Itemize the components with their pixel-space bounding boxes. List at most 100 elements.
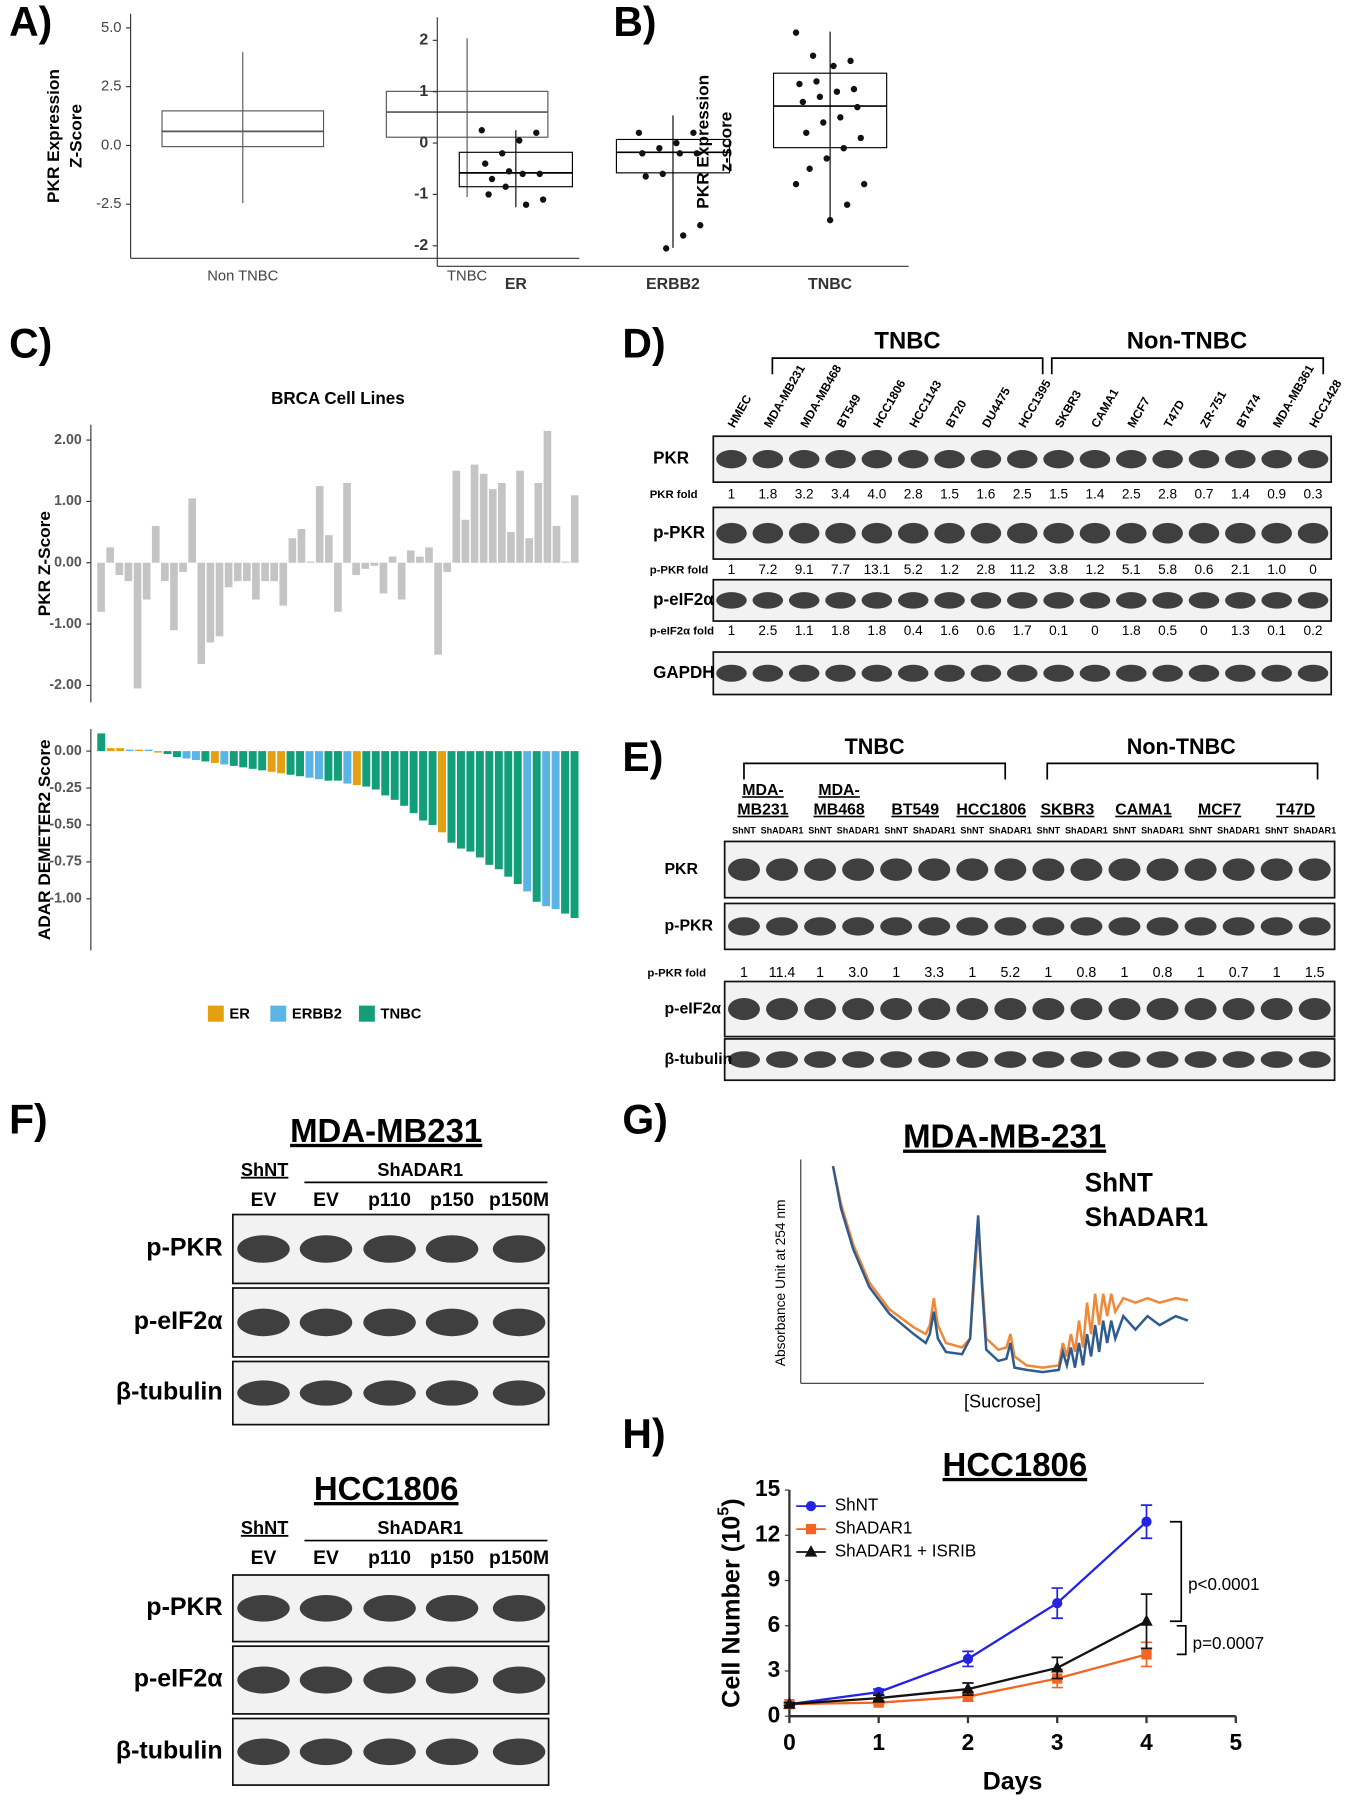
data-point (539, 196, 547, 203)
blot-band (1184, 858, 1217, 881)
bar (443, 562, 452, 572)
group-label: ShNT (241, 1159, 288, 1180)
x-tick-label: 2 (962, 1729, 975, 1755)
blot-band (1032, 998, 1065, 1021)
fold-value: 1.8 (758, 486, 777, 501)
bar (434, 562, 442, 655)
blot-band (1225, 592, 1256, 609)
data-point (857, 134, 864, 142)
fold-value: 1.0 (1267, 562, 1286, 577)
bar (163, 751, 172, 755)
y-tick-label: -2.5 (96, 196, 121, 212)
fold-value: 0.6 (1195, 562, 1214, 577)
fold-value: 1 (1273, 965, 1281, 981)
blot-band (727, 1051, 760, 1068)
data-point (693, 150, 701, 157)
fold-value: 2.1 (1231, 562, 1250, 577)
fold-value: 1.2 (1085, 562, 1104, 577)
lane-label: BT549 (834, 391, 864, 430)
blot-band (1079, 450, 1111, 469)
cell-line-label: MDA- (818, 782, 859, 799)
fold-label: p-PKR fold (647, 967, 706, 979)
blot-band (1108, 917, 1141, 936)
lane-label: p110 (368, 1189, 411, 1211)
bar (124, 562, 133, 582)
y-axis-label: Absorbance Unit at 254 nm (773, 1199, 788, 1366)
y-tick-label: 1.00 (54, 493, 82, 509)
lane-label: ShNT (884, 825, 908, 835)
row-label: PKR (653, 449, 689, 468)
bar (315, 751, 323, 780)
group-label: ShADAR1 (377, 1517, 463, 1538)
data-point (833, 88, 841, 95)
row-label: β-tubulin (116, 1736, 223, 1764)
cell-line-label: SKBR3 (1040, 802, 1094, 819)
blot-band (880, 917, 913, 936)
y-axis-label: z-score (717, 112, 736, 172)
x-tick-label: 4 (1140, 1729, 1153, 1755)
data-point (850, 85, 858, 93)
blot-band (1261, 664, 1292, 682)
blot-band (1152, 592, 1183, 609)
blot-band (1152, 450, 1183, 469)
row-label: p-PKR (146, 1234, 222, 1262)
blot-band (752, 522, 784, 544)
row-label: p-eIF2α (134, 1665, 223, 1693)
fold-value: 0.8 (1153, 965, 1173, 981)
group-label: ShADAR1 (377, 1159, 463, 1180)
panel-letter: H) (622, 1411, 665, 1457)
lane-label: CAMA1 (1088, 386, 1121, 430)
fold-value: 7.2 (758, 562, 777, 577)
bar (305, 751, 314, 778)
bar (352, 562, 360, 575)
bar (409, 751, 418, 814)
lane-label: ShNT (808, 825, 832, 835)
bar (258, 751, 267, 771)
fold-value: 1.5 (1305, 965, 1325, 981)
fold-value: 1 (728, 562, 736, 577)
blot-band (842, 858, 875, 881)
blot-band (1222, 917, 1255, 936)
data-point (796, 80, 803, 88)
bar (116, 748, 125, 752)
data-point (499, 150, 506, 157)
fold-label: p-eIF2α fold (650, 625, 714, 637)
fold-value: 4.0 (867, 486, 886, 501)
bar (343, 751, 352, 784)
blot-band (1225, 450, 1256, 469)
lane-label: ShADAR1 (837, 825, 880, 835)
panel-letter: C) (9, 320, 52, 366)
data-point (803, 129, 810, 136)
fold-value: 1 (892, 965, 900, 981)
series-line (831, 1165, 1189, 1369)
blot-band (716, 522, 747, 544)
data-point (823, 155, 830, 162)
bar (106, 547, 115, 563)
y-tick-label: -0.75 (49, 854, 81, 870)
blot-band (1261, 592, 1292, 609)
box (458, 151, 573, 188)
lane-label: p150M (489, 1547, 549, 1569)
lane-label: ShNT (960, 825, 984, 835)
marker (962, 1691, 974, 1702)
blot-band (1043, 592, 1074, 609)
bar (570, 495, 579, 563)
data-point (837, 114, 844, 121)
data-point (659, 170, 666, 178)
blot-band (1222, 858, 1255, 881)
data-point (854, 103, 861, 111)
blot-band (1108, 858, 1141, 881)
data-point (792, 29, 800, 36)
blot-band (425, 1380, 479, 1406)
x-tick-label: ERBB2 (646, 276, 700, 293)
cell-line-label: CAMA1 (1115, 802, 1172, 819)
blot-band (956, 917, 989, 936)
blot-band (237, 1666, 290, 1694)
blot-band (425, 1308, 479, 1337)
marker (961, 1682, 975, 1694)
bar (270, 562, 278, 582)
bar (106, 748, 115, 752)
fold-value: 2.5 (1013, 486, 1032, 501)
fold-value: 0.6 (976, 623, 995, 638)
fold-value: 1 (728, 486, 736, 501)
